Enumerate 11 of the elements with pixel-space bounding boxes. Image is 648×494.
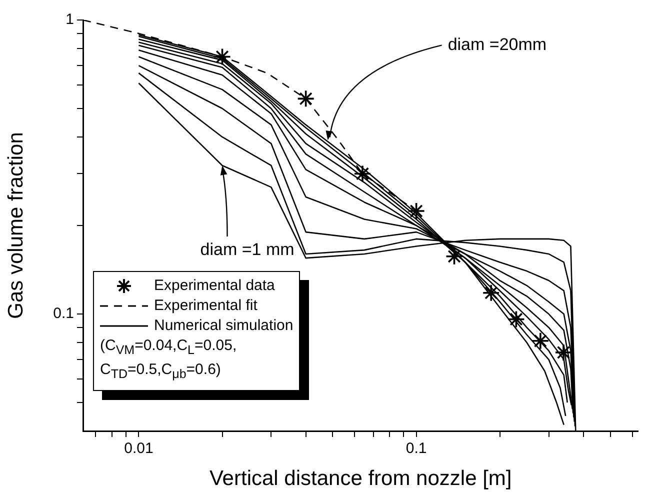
y-tick-label: 1	[66, 11, 74, 28]
legend-label: Numerical simulation	[154, 316, 294, 336]
y-axis-title: Gas volume fraction	[4, 132, 28, 319]
annotation: (C$_{VM}$=0.04,C$_{L}$=0.05,	[100, 336, 238, 359]
annotation: diam =20mm	[448, 34, 547, 54]
annotation: C$_{TD}$=0.5,C$_{μb}$=0.6)	[100, 360, 222, 383]
x-axis-title: Vertical distance from nozzle [m]	[209, 467, 512, 490]
annotation: diam =1 mm	[200, 240, 294, 260]
x-tick-label: 0.01	[124, 440, 154, 458]
legend-label: Experimental fit	[154, 296, 258, 316]
legend-label: Experimental data	[154, 276, 275, 296]
